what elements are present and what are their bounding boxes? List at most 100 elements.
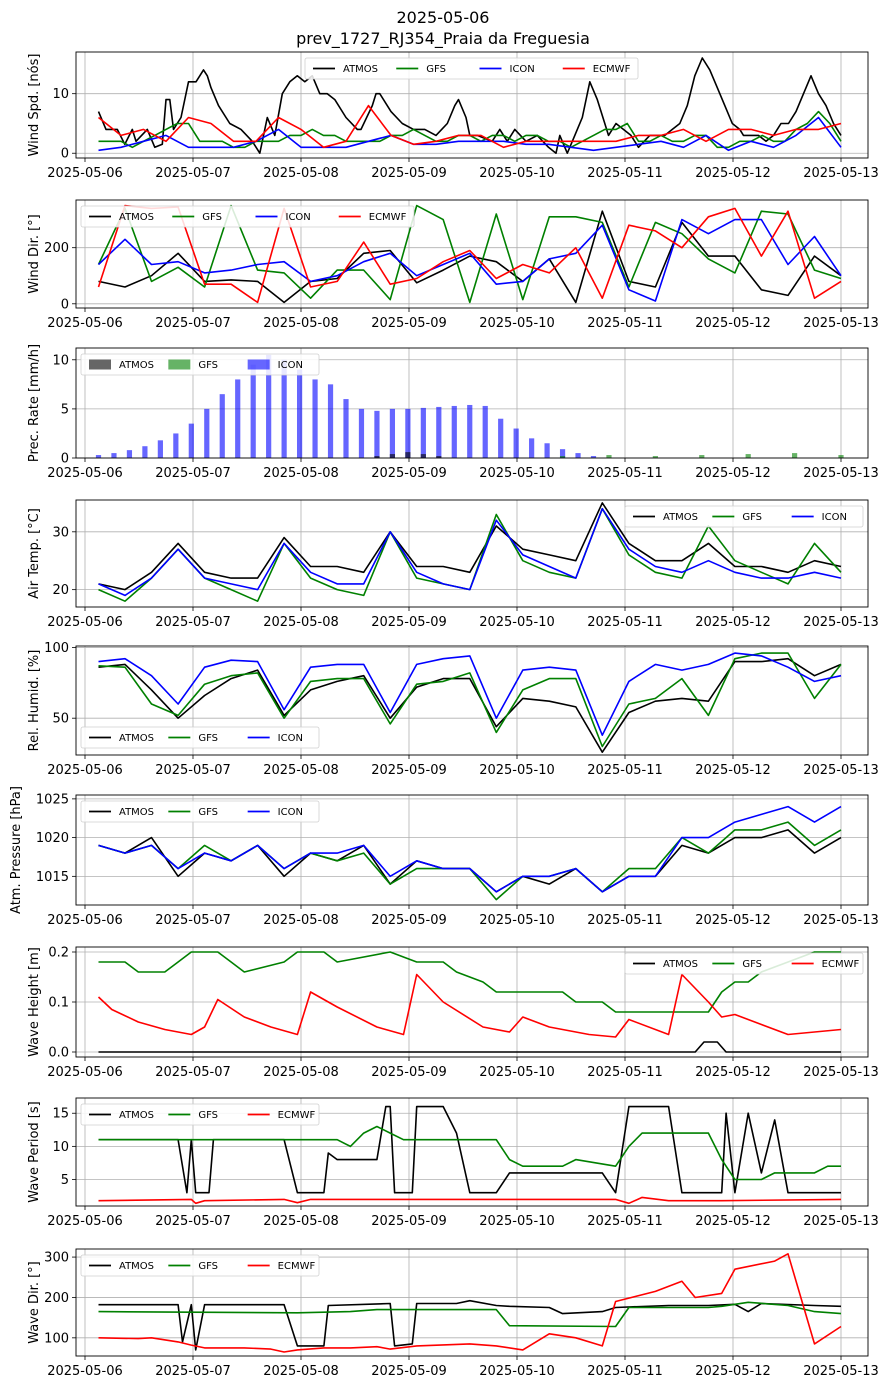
panel-3-bar-icon xyxy=(296,369,303,458)
panel-8-x-tick-label: 2025-05-12 xyxy=(695,1214,771,1229)
panel-7-line-gfs xyxy=(98,951,841,1013)
panel-2-ylabel: Wind Dir. [°] xyxy=(27,214,42,294)
panel-9-legend-label-atmos: ATMOS xyxy=(119,1261,154,1272)
panel-1-line-atmos xyxy=(97,57,842,154)
panel-1-legend-label-atmos: ATMOS xyxy=(343,64,378,75)
panel-9-x-tick-label: 2025-05-07 xyxy=(155,1364,231,1379)
panel-7-ylabel: Wave Height [m] xyxy=(27,947,42,1057)
panel-4-x-tick-label: 2025-05-12 xyxy=(695,615,771,630)
panel-1-line-gfs xyxy=(98,110,842,149)
panel-7-x-tick-label: 2025-05-12 xyxy=(695,1065,771,1080)
panel-5-x-tick-label: 2025-05-06 xyxy=(47,763,123,778)
panel-2-frame xyxy=(75,199,869,309)
panel-5-x-tick-label: 2025-05-13 xyxy=(803,763,879,778)
panel-4-x-tick-label: 2025-05-13 xyxy=(803,615,879,630)
panel-5-x-tick-label: 2025-05-10 xyxy=(479,763,555,778)
panel-7-x-tick-label: 2025-05-06 xyxy=(47,1065,123,1080)
panel-6-x-tick-label: 2025-05-12 xyxy=(695,913,771,928)
panel-5-x-tick-label: 2025-05-09 xyxy=(371,763,447,778)
panel-3-legend-label-gfs: GFS xyxy=(198,360,218,371)
panel-2-x-tick-label: 2025-05-09 xyxy=(371,316,447,331)
panel-4-ylabel: Air Temp. [°C] xyxy=(27,508,42,599)
panel-9-x-tick-label: 2025-05-12 xyxy=(695,1364,771,1379)
panel-1-legend-label-icon: ICON xyxy=(510,64,535,75)
panel-3-bar-icon xyxy=(281,359,287,458)
panel-3-legend-swatch-gfs xyxy=(168,359,191,370)
panel-2-y-tick-label: 200 xyxy=(44,241,69,256)
panel-7-x-tick-label: 2025-05-07 xyxy=(155,1065,231,1080)
panel-1-x-tick-label: 2025-05-10 xyxy=(479,166,555,181)
panel-3-bar-icon xyxy=(498,418,504,458)
panel-3-bar-icon xyxy=(513,428,519,458)
panel-6-legend-label-atmos: ATMOS xyxy=(119,807,154,818)
panel-8-x-tick-label: 2025-05-13 xyxy=(803,1214,879,1229)
panel-3-bar-icon xyxy=(559,449,566,458)
panel-3-bar-icon xyxy=(312,379,318,458)
panel-2-x-tick-label: 2025-05-11 xyxy=(587,316,663,331)
panel-8-x-tick-label: 2025-05-10 xyxy=(479,1214,555,1229)
panel-9-ylabel: Wave Dir. [°] xyxy=(27,1261,42,1344)
panel-3-bar-icon xyxy=(142,446,148,458)
panel-7-y-tick-label: 0.1 xyxy=(48,996,69,1011)
panel-6-y-tick-label: 1020 xyxy=(36,831,69,846)
panel-1-x-tick-label: 2025-05-06 xyxy=(47,166,123,181)
panel-3-x-tick-label: 2025-05-08 xyxy=(263,466,339,481)
panel-3-bar-icon xyxy=(111,453,117,458)
panel-2-legend-box xyxy=(80,205,415,228)
panel-8-y-tick-label: 15 xyxy=(52,1107,69,1122)
panel-3-bar-icon xyxy=(157,440,163,458)
panel-6-legend-box xyxy=(80,800,320,823)
panel-2-line-icon xyxy=(97,218,842,302)
panel-4-legend-label-icon: ICON xyxy=(822,512,847,523)
panel-3-ylabel: Prec. Rate [mm/h] xyxy=(27,344,42,462)
panel-3-legend-swatch-icon xyxy=(247,359,270,370)
panel-3-bar-icon xyxy=(327,384,334,458)
panel-7-y-tick-label: 0.0 xyxy=(48,1046,69,1061)
panel-1-legend-label-ecmwf: ECMWF xyxy=(593,64,631,75)
panel-5-legend-box xyxy=(80,726,320,749)
panel-4-x-tick-label: 2025-05-11 xyxy=(587,615,663,630)
figure-title: 2025-05-06 xyxy=(396,8,490,27)
panel-9-x-tick-label: 2025-05-10 xyxy=(479,1364,555,1379)
panel-7-legend-box xyxy=(624,952,864,975)
panel-2-line-gfs xyxy=(97,204,842,304)
panel-3-x-tick-label: 2025-05-07 xyxy=(155,466,231,481)
panel-6-line-atmos xyxy=(98,829,842,893)
panel-3-bar-gfs xyxy=(838,455,844,458)
panel-5-y-tick-label: 100 xyxy=(44,641,69,656)
panel-3-bar-atmos xyxy=(389,454,396,458)
panel-4-x-tick-label: 2025-05-10 xyxy=(479,615,555,630)
panel-8-x-tick-label: 2025-05-09 xyxy=(371,1214,447,1229)
panel-7-line-ecmwf xyxy=(97,973,842,1038)
panel-3-y-tick-label: 5 xyxy=(61,402,69,417)
panel-6-line-icon xyxy=(98,805,842,893)
panel-8-legend-label-gfs: GFS xyxy=(198,1110,218,1121)
panel-3-bar-icon xyxy=(575,453,581,458)
panel-3-x-tick-label: 2025-05-09 xyxy=(371,466,447,481)
panel-7-x-tick-label: 2025-05-09 xyxy=(371,1065,447,1080)
panel-6-legend-label-gfs: GFS xyxy=(198,807,218,818)
panel-1-x-tick-label: 2025-05-13 xyxy=(803,166,879,181)
panel-8-x-tick-label: 2025-05-06 xyxy=(47,1214,123,1229)
panel-6-ylabel: Atm. Pressure [hPa] xyxy=(9,786,24,914)
panel-4-line-atmos xyxy=(98,502,842,591)
panel-5-x-tick-label: 2025-05-08 xyxy=(263,763,339,778)
panel-3-bar-icon xyxy=(343,399,349,458)
panel-9-x-tick-label: 2025-05-09 xyxy=(371,1364,447,1379)
panel-8-ylabel: Wave Period [s] xyxy=(27,1101,42,1202)
panel-5-x-tick-label: 2025-05-12 xyxy=(695,763,771,778)
panel-3-legend-swatch-atmos xyxy=(89,359,111,370)
panel-3-bar-icon xyxy=(590,456,597,458)
panel-3-bar-atmos xyxy=(436,456,442,458)
panel-3-x-tick-label: 2025-05-12 xyxy=(695,466,771,481)
panel-3-bar-icon xyxy=(482,405,488,458)
panel-8-line-gfs xyxy=(98,1125,841,1181)
panel-3-legend-label-atmos: ATMOS xyxy=(119,360,154,371)
panel-3-bar-icon xyxy=(544,443,550,458)
panel-7-frame xyxy=(75,946,869,1058)
panel-1-frame xyxy=(75,51,869,159)
panel-3-x-tick-label: 2025-05-06 xyxy=(47,466,123,481)
panel-2-x-tick-label: 2025-05-07 xyxy=(155,316,231,331)
